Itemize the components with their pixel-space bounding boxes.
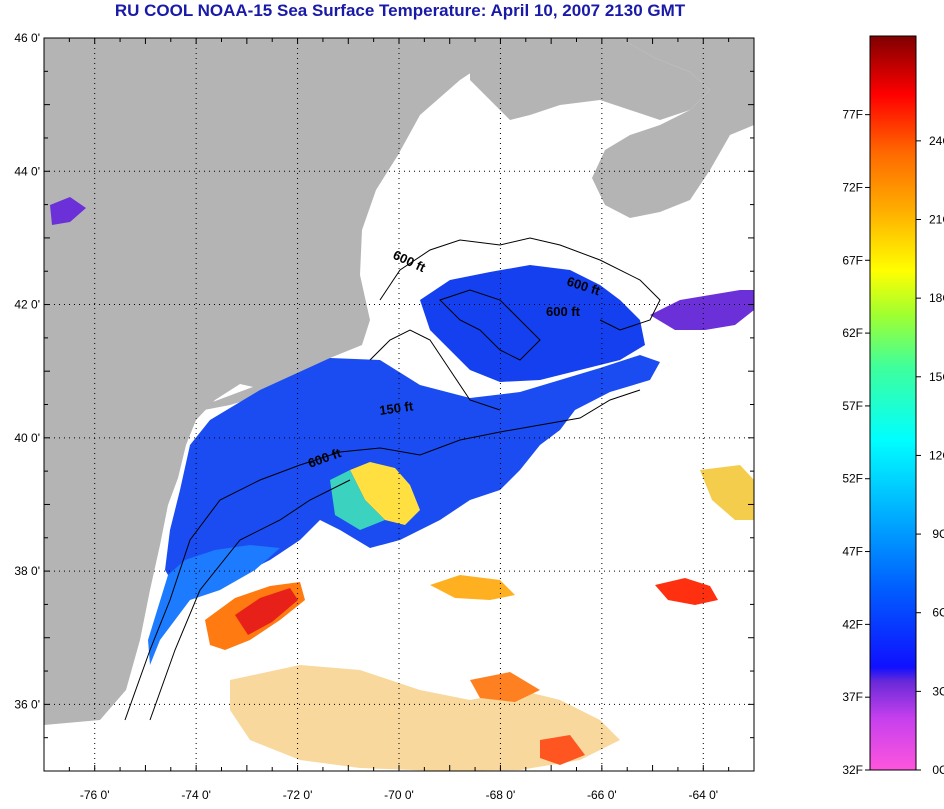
lon-tick-label: -76 0' — [80, 788, 110, 802]
colorbar-c-label: 21C — [929, 213, 944, 227]
colorbar-f-label: 37F — [842, 690, 863, 704]
colorbar-f-label: 67F — [842, 253, 863, 267]
lon-tick-label: -66 0' — [587, 788, 617, 802]
colorbar-f-label: 72F — [842, 180, 863, 194]
contour-label-600ft-3: 600 ft — [546, 304, 581, 319]
lon-tick-label: -70 0' — [384, 788, 414, 802]
colorbar-c-label: 6C — [932, 606, 944, 620]
colorbar-f-label: 57F — [842, 399, 863, 413]
lat-tick-label: 38 0' — [14, 564, 40, 578]
contour-label-150ft: 150 ft — [378, 398, 414, 418]
colorbar-c-label: 24C — [929, 134, 944, 148]
colorbar-f-label: 52F — [842, 472, 863, 486]
lon-tick-label: -74 0' — [181, 788, 211, 802]
map-frame — [43, 37, 755, 772]
lat-tick-label: 42 0' — [14, 298, 40, 312]
isobath-contours — [124, 237, 661, 721]
colorbar-f-label: 42F — [842, 617, 863, 631]
lat-tick-label: 46 0' — [14, 31, 40, 45]
lat-tick-label: 36 0' — [14, 697, 40, 711]
colorbar-c-label: 18C — [929, 291, 944, 305]
colorbar-c-label: 9C — [932, 527, 944, 541]
colorbar-c-label: 12C — [929, 448, 944, 462]
map-title: RU COOL NOAA-15 Sea Surface Temperature:… — [114, 1, 686, 20]
colorbar-ticks: 77F 72F 67F 62F 57F 52F 47F 42F 37F 32F 24C 21C 18C 1… — [842, 108, 944, 777]
colorbar-f-label: 77F — [842, 108, 863, 122]
colorbar-c-label: 0C — [932, 763, 944, 777]
colorbar-f-label: 32F — [842, 763, 863, 777]
colorbar-f-label: 62F — [842, 326, 863, 340]
lon-tick-label: -72 0' — [283, 788, 313, 802]
colorbar-c-label: 3C — [932, 684, 944, 698]
colorbar-c-label: 15C — [929, 370, 944, 384]
lat-tick-label: 40 0' — [14, 431, 40, 445]
lat-tick-label: 44 0' — [14, 164, 40, 178]
sst-field — [50, 197, 754, 771]
lon-tick-label: -64 0' — [688, 788, 718, 802]
lon-tick-label: -68 0' — [486, 788, 516, 802]
colorbar-f-label: 47F — [842, 545, 863, 559]
colorbar — [869, 35, 917, 771]
